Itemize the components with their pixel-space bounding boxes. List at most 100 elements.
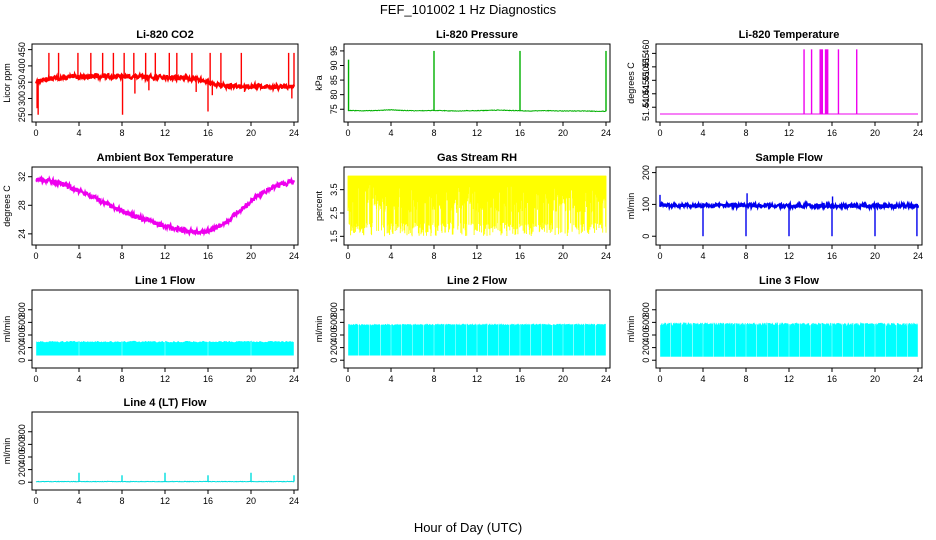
y-axis-label: ml/min — [626, 193, 636, 220]
y-tick-label: 450 — [17, 42, 27, 57]
x-tick-label: 4 — [76, 251, 81, 261]
series-band-segment — [821, 322, 832, 357]
y-tick-label: 600 — [329, 315, 339, 330]
panel-3: Li-820 Temperature degrees C 0 4 8 12 16 20 24 51… — [626, 29, 923, 138]
x-tick-label: 24 — [289, 374, 299, 384]
x-tick-label: 20 — [558, 128, 568, 138]
y-tick-label: 200 — [641, 165, 651, 180]
x-tick-label: 24 — [913, 251, 923, 261]
y-axis-label: degrees C — [626, 62, 636, 104]
x-tick-label: 4 — [700, 374, 705, 384]
series-band-segment — [369, 323, 380, 356]
series-band-segment — [380, 323, 391, 356]
y-tick-label: 90 — [329, 60, 339, 70]
x-tick-label: 8 — [119, 251, 124, 261]
series-band-segment — [714, 322, 725, 357]
series-band-segment — [531, 322, 542, 356]
series-band-segment — [391, 323, 402, 356]
x-tick-label: 4 — [76, 128, 81, 138]
y-tick-label: 800 — [17, 424, 27, 439]
series-line — [347, 109, 607, 113]
series-band-segment — [509, 323, 520, 356]
x-tick-label: 8 — [431, 374, 436, 384]
x-tick-label: 0 — [33, 251, 38, 261]
x-tick-label: 16 — [203, 128, 213, 138]
panel-title: Line 2 Flow — [447, 275, 507, 287]
series-band-segment — [886, 322, 897, 357]
x-tick-label: 12 — [160, 374, 170, 384]
x-tick-label: 24 — [601, 128, 611, 138]
series-band-segment — [660, 322, 671, 357]
x-tick-label: 12 — [784, 374, 794, 384]
y-tick-label: 0 — [17, 358, 27, 363]
x-tick-label: 20 — [870, 251, 880, 261]
x-tick-label: 12 — [160, 128, 170, 138]
series-band-segment — [800, 322, 811, 357]
series-band-segment — [165, 340, 208, 356]
y-tick-label: 800 — [329, 302, 339, 317]
series-band-segment — [251, 340, 294, 356]
y-tick-label: 1.5 — [329, 230, 339, 243]
y-tick-label: 0 — [641, 234, 651, 239]
series-band-segment — [595, 323, 606, 356]
series-band-segment — [671, 322, 682, 357]
series-band-segment — [584, 322, 595, 356]
x-tick-label: 12 — [160, 496, 170, 506]
x-tick-label: 16 — [515, 374, 525, 384]
x-tick-label: 12 — [472, 374, 482, 384]
figure-title: FEF_101002 1 Hz Diagnostics — [380, 2, 557, 17]
x-tick-label: 20 — [870, 374, 880, 384]
x-tick-label: 24 — [289, 251, 299, 261]
series-band-segment — [488, 323, 499, 356]
y-tick-label: 51.440 — [641, 93, 651, 121]
panel-title: Sample Flow — [755, 152, 823, 164]
x-tick-label: 12 — [472, 251, 482, 261]
series-band-segment — [434, 323, 445, 356]
x-tick-label: 12 — [472, 128, 482, 138]
x-tick-label: 16 — [827, 374, 837, 384]
x-tick-label: 0 — [345, 128, 350, 138]
y-tick-label: 32 — [17, 172, 27, 182]
panel-title: Line 3 Flow — [759, 275, 819, 287]
x-tick-label: 0 — [33, 128, 38, 138]
series-band-segment — [810, 322, 821, 357]
y-tick-label: 200 — [641, 340, 651, 355]
y-tick-label: 100 — [641, 197, 651, 212]
panel-2: Li-820 Pressure kPa 0 4 8 12 16 20 24 75 80 85 90 95 — [314, 29, 611, 138]
series-band-segment — [896, 322, 907, 357]
panel-title: Li-820 Pressure — [436, 29, 518, 41]
series-band-segment — [466, 323, 477, 356]
x-tick-label: 16 — [515, 251, 525, 261]
panel-title: Li-820 Temperature — [739, 29, 840, 41]
panel-title: Gas Stream RH — [437, 152, 517, 164]
y-tick-label: 51.460 — [641, 40, 651, 68]
x-tick-label: 20 — [246, 128, 256, 138]
series-band-segment — [122, 340, 165, 356]
series-band-segment — [520, 323, 531, 356]
series-band-segment — [735, 322, 746, 357]
x-tick-label: 8 — [743, 128, 748, 138]
x-tick-label: 20 — [870, 128, 880, 138]
x-tick-label: 24 — [601, 374, 611, 384]
y-axis-label: kPa — [314, 75, 324, 91]
panel-7: Line 1 Flow ml/min 0 4 8 12 16 20 24 0 20040060080… — [2, 275, 299, 384]
y-tick-label: 600 — [641, 315, 651, 330]
series-band-segment — [402, 323, 413, 356]
y-axis-label: ml/min — [314, 316, 324, 343]
y-tick-label: 400 — [17, 449, 27, 464]
series-band-segment — [757, 322, 768, 357]
y-tick-label: 400 — [17, 58, 27, 73]
x-tick-label: 24 — [289, 496, 299, 506]
x-tick-label: 0 — [345, 251, 350, 261]
series-band-segment — [703, 322, 714, 357]
y-tick-label: 200 — [329, 340, 339, 355]
series-band-segment — [412, 323, 423, 356]
series-band-segment — [423, 323, 434, 356]
x-tick-label: 16 — [203, 374, 213, 384]
x-tick-label: 24 — [913, 128, 923, 138]
series-band-segment — [498, 323, 509, 356]
x-tick-label: 8 — [743, 374, 748, 384]
series-band-segment — [778, 322, 789, 357]
plot-frame — [31, 43, 299, 123]
x-tick-label: 16 — [827, 251, 837, 261]
